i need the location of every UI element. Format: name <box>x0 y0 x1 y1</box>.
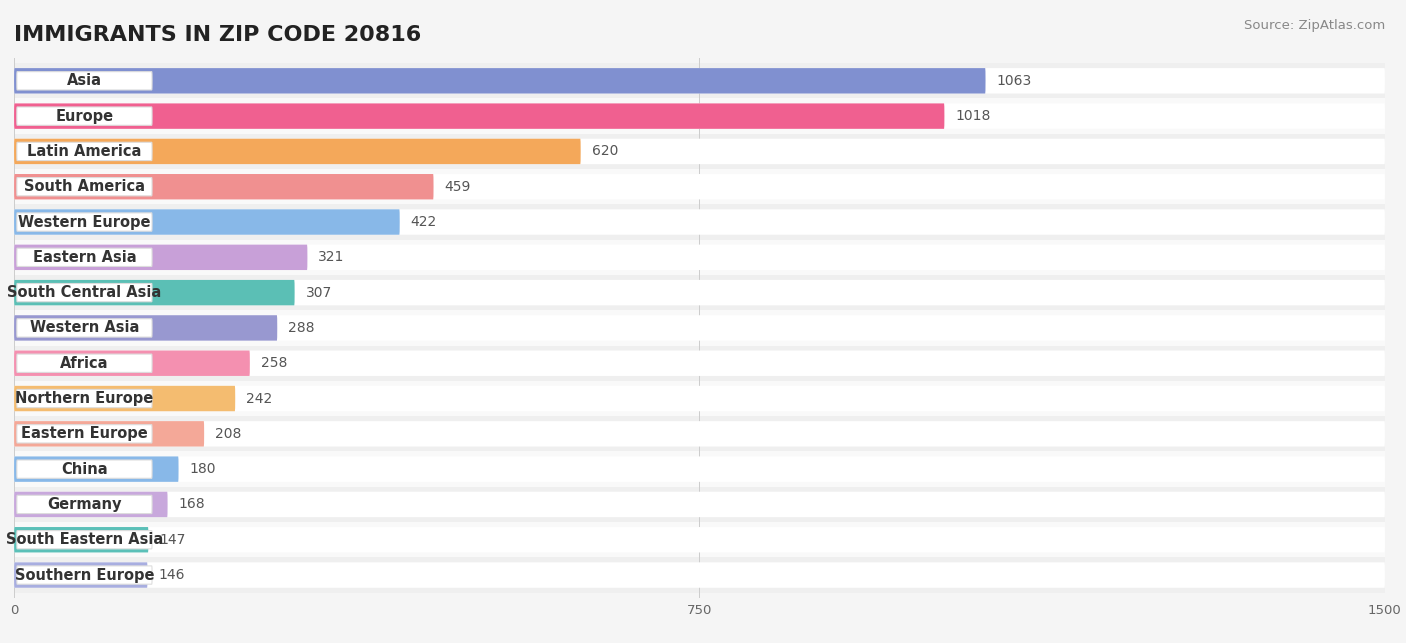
FancyBboxPatch shape <box>14 280 295 305</box>
FancyBboxPatch shape <box>14 68 1385 93</box>
FancyBboxPatch shape <box>14 240 1385 275</box>
FancyBboxPatch shape <box>17 142 152 161</box>
Text: Germany: Germany <box>48 497 122 512</box>
FancyBboxPatch shape <box>14 421 204 446</box>
Text: China: China <box>60 462 108 476</box>
FancyBboxPatch shape <box>14 492 1385 517</box>
Text: Southern Europe: Southern Europe <box>14 568 155 583</box>
FancyBboxPatch shape <box>14 527 149 552</box>
FancyBboxPatch shape <box>17 248 152 266</box>
Text: 242: 242 <box>246 392 273 406</box>
Text: Northern Europe: Northern Europe <box>15 391 153 406</box>
FancyBboxPatch shape <box>17 71 152 90</box>
FancyBboxPatch shape <box>17 354 152 372</box>
FancyBboxPatch shape <box>14 63 1385 98</box>
Text: Latin America: Latin America <box>27 144 142 159</box>
FancyBboxPatch shape <box>14 104 1385 129</box>
Text: 258: 258 <box>262 356 287 370</box>
FancyBboxPatch shape <box>14 280 1385 305</box>
FancyBboxPatch shape <box>14 275 1385 311</box>
Text: 459: 459 <box>444 180 471 194</box>
FancyBboxPatch shape <box>17 566 152 584</box>
FancyBboxPatch shape <box>14 139 1385 164</box>
FancyBboxPatch shape <box>14 386 1385 412</box>
Text: 180: 180 <box>190 462 217 476</box>
FancyBboxPatch shape <box>17 177 152 196</box>
FancyBboxPatch shape <box>17 495 152 514</box>
Text: 147: 147 <box>159 533 186 547</box>
FancyBboxPatch shape <box>14 315 277 341</box>
FancyBboxPatch shape <box>14 345 1385 381</box>
Text: Europe: Europe <box>55 109 114 123</box>
FancyBboxPatch shape <box>14 68 986 93</box>
Text: 422: 422 <box>411 215 437 229</box>
Text: Eastern Europe: Eastern Europe <box>21 426 148 441</box>
FancyBboxPatch shape <box>14 204 1385 240</box>
FancyBboxPatch shape <box>14 563 148 588</box>
Text: South Central Asia: South Central Asia <box>7 285 162 300</box>
FancyBboxPatch shape <box>14 134 1385 169</box>
FancyBboxPatch shape <box>14 522 1385 557</box>
FancyBboxPatch shape <box>14 169 1385 204</box>
FancyBboxPatch shape <box>14 527 1385 552</box>
FancyBboxPatch shape <box>17 460 152 478</box>
FancyBboxPatch shape <box>14 421 1385 446</box>
Text: Western Asia: Western Asia <box>30 320 139 336</box>
Text: South America: South America <box>24 179 145 194</box>
FancyBboxPatch shape <box>17 213 152 231</box>
Text: Africa: Africa <box>60 356 108 371</box>
FancyBboxPatch shape <box>14 315 1385 341</box>
Text: 168: 168 <box>179 498 205 511</box>
Text: 146: 146 <box>159 568 186 582</box>
Text: 307: 307 <box>305 285 332 300</box>
FancyBboxPatch shape <box>14 451 1385 487</box>
FancyBboxPatch shape <box>14 350 1385 376</box>
FancyBboxPatch shape <box>17 390 152 408</box>
FancyBboxPatch shape <box>14 104 945 129</box>
FancyBboxPatch shape <box>14 487 1385 522</box>
Text: 208: 208 <box>215 427 242 441</box>
Text: IMMIGRANTS IN ZIP CODE 20816: IMMIGRANTS IN ZIP CODE 20816 <box>14 25 422 45</box>
FancyBboxPatch shape <box>14 174 433 199</box>
Text: 321: 321 <box>318 250 344 264</box>
FancyBboxPatch shape <box>14 210 399 235</box>
Text: South Eastern Asia: South Eastern Asia <box>6 532 163 547</box>
FancyBboxPatch shape <box>17 319 152 337</box>
FancyBboxPatch shape <box>14 457 1385 482</box>
Text: Eastern Asia: Eastern Asia <box>32 250 136 265</box>
Text: Western Europe: Western Europe <box>18 215 150 230</box>
FancyBboxPatch shape <box>14 492 167 517</box>
FancyBboxPatch shape <box>17 530 152 549</box>
FancyBboxPatch shape <box>14 311 1385 345</box>
FancyBboxPatch shape <box>14 557 1385 593</box>
Text: 1018: 1018 <box>956 109 991 123</box>
FancyBboxPatch shape <box>14 381 1385 416</box>
FancyBboxPatch shape <box>14 386 235 412</box>
FancyBboxPatch shape <box>14 210 1385 235</box>
Text: Asia: Asia <box>67 73 101 88</box>
FancyBboxPatch shape <box>14 244 308 270</box>
FancyBboxPatch shape <box>14 350 250 376</box>
Text: 1063: 1063 <box>997 74 1032 88</box>
FancyBboxPatch shape <box>17 424 152 443</box>
FancyBboxPatch shape <box>14 139 581 164</box>
FancyBboxPatch shape <box>14 416 1385 451</box>
FancyBboxPatch shape <box>17 107 152 125</box>
FancyBboxPatch shape <box>14 244 1385 270</box>
Text: Source: ZipAtlas.com: Source: ZipAtlas.com <box>1244 19 1385 32</box>
Text: 620: 620 <box>592 145 619 158</box>
FancyBboxPatch shape <box>14 98 1385 134</box>
FancyBboxPatch shape <box>14 563 1385 588</box>
Text: 288: 288 <box>288 321 315 335</box>
FancyBboxPatch shape <box>14 457 179 482</box>
FancyBboxPatch shape <box>14 174 1385 199</box>
FancyBboxPatch shape <box>17 284 152 302</box>
